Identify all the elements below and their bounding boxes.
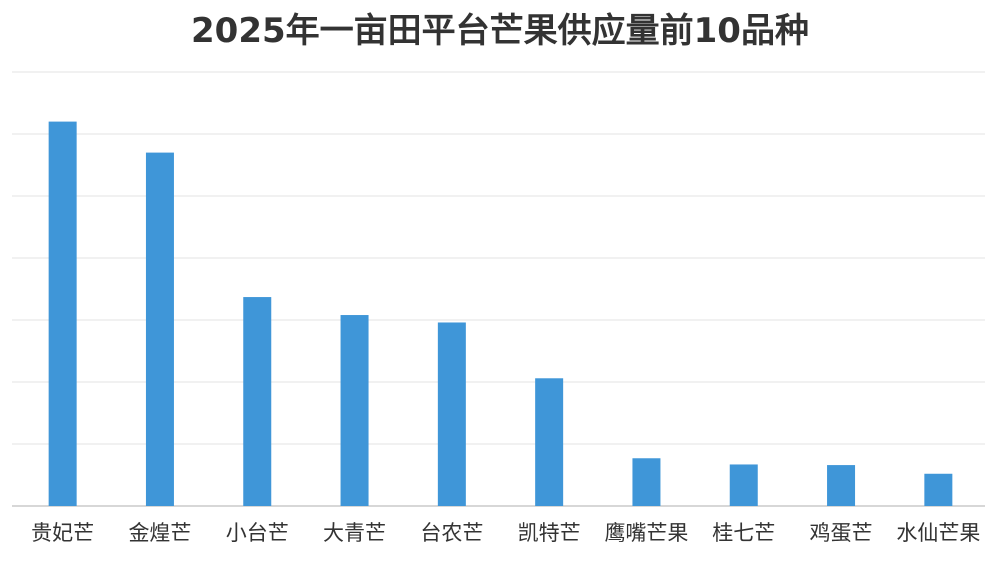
x-tick-label: 贵妃芒 [31,521,94,545]
bar-8 [729,464,758,506]
x-tick-label: 凯特芒 [518,521,581,545]
bar-10 [924,473,953,506]
bar-2 [145,152,174,506]
bar-4 [340,315,369,506]
x-tick-label: 水仙芒果 [896,521,980,545]
x-tick-label: 台农芒 [420,521,483,545]
x-tick-label: 小台芒 [226,521,289,545]
bar-5 [437,322,466,506]
bar-7 [632,458,661,506]
bar-9 [827,465,856,506]
chart-title: 2025年一亩田平台芒果供应量前10品种 [191,11,809,51]
x-tick-label: 大青芒 [323,521,386,545]
x-tick-label: 鸡蛋芒 [810,521,873,545]
bar-3 [243,297,272,506]
x-tick-label: 金煌芒 [128,521,191,545]
bar-1 [48,121,77,506]
x-tick-label: 桂七芒 [712,521,775,545]
bar-6 [535,378,564,506]
x-tick-label: 鹰嘴芒果 [604,521,688,545]
